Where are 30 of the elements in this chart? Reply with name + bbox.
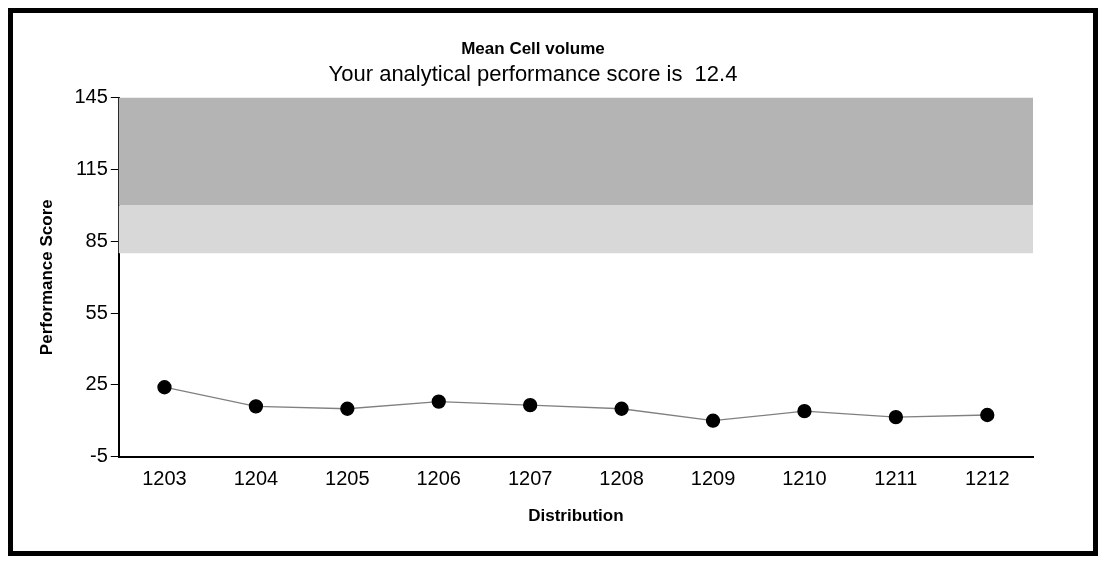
- point: [248, 399, 264, 414]
- x-axis-title: Distribution: [528, 506, 624, 526]
- y-tick-label: -5: [89, 444, 108, 467]
- y-tick-label: 145: [74, 85, 108, 108]
- point: [523, 398, 538, 413]
- y-tick-label: 115: [75, 157, 108, 180]
- point: [614, 401, 629, 416]
- chart-subtitle: Your analytical performance score is 12.4: [328, 60, 738, 86]
- x-tick-label: 1203: [142, 467, 187, 490]
- x-tick-label: 1210: [782, 467, 827, 490]
- point: [340, 401, 355, 416]
- point: [705, 413, 721, 428]
- point: [980, 407, 995, 423]
- x-tick-label: 1206: [416, 467, 461, 490]
- point: [797, 404, 812, 419]
- point: [431, 394, 446, 409]
- y-tick-label: 25: [85, 372, 108, 395]
- x-tick-label: 1211: [874, 467, 918, 490]
- x-tick-label: 1204: [233, 467, 279, 490]
- x-tick-label: 1212: [965, 467, 1010, 490]
- x-tick-label: 1205: [325, 467, 370, 490]
- point: [888, 409, 904, 425]
- x-tick-label: 1209: [690, 467, 736, 490]
- chart-title: Mean Cell volume: [461, 38, 605, 58]
- y-tick-label: 85: [85, 228, 108, 251]
- y-tick-label: 55: [85, 300, 108, 323]
- x-tick-label: 1207: [507, 467, 553, 490]
- y-axis-title: Performance Score: [36, 199, 56, 356]
- point: [157, 380, 172, 395]
- x-tick-label: 1208: [599, 467, 644, 490]
